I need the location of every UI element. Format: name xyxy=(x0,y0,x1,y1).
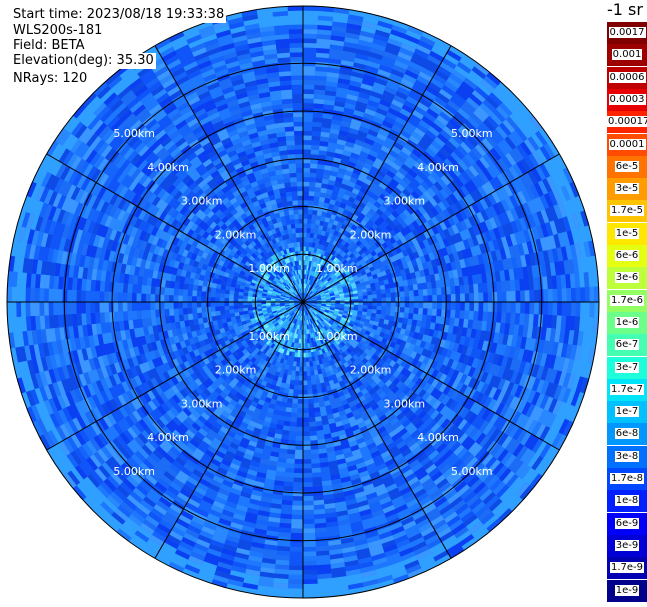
colorbar-label: 3e-7 xyxy=(614,361,640,373)
range-label: 1.00km xyxy=(316,262,358,275)
range-labels: 1.00km 1.00km 1.00km 1.00km 2.00km 2.00km 2.00… xyxy=(113,127,492,478)
range-label: 4.00km xyxy=(417,431,459,444)
colorbar-label: 1.7e-8 xyxy=(609,473,645,484)
range-label: 2.00km xyxy=(215,364,257,377)
colorbar-cell: 0.00017 xyxy=(607,111,647,134)
range-label: 1.00km xyxy=(316,330,358,343)
colorbar-cell: 0.0003 xyxy=(607,88,647,111)
colorbar-label: 0.0006 xyxy=(608,71,646,83)
colorbar-cell: 6e-9 xyxy=(607,512,647,535)
range-label: 5.00km xyxy=(451,465,493,478)
colorbar-label: 0.0001 xyxy=(608,138,646,150)
azimuth-spoke xyxy=(154,301,304,559)
colorbar-label: 1e-9 xyxy=(614,584,640,596)
colorbar-units-title: -1 sr xyxy=(607,0,643,19)
colorbar-label: 1.7e-5 xyxy=(609,205,645,217)
colorbar-label: 1e-8 xyxy=(614,495,640,507)
nrays-label: NRays: 120 xyxy=(11,71,90,87)
field-label: Field: BETA xyxy=(11,38,87,54)
range-label: 5.00km xyxy=(113,127,155,140)
colorbar-cell: 0.001 xyxy=(607,44,647,67)
colorbar-label: 1e-7 xyxy=(614,406,640,418)
range-label: 4.00km xyxy=(147,431,189,444)
colorbar-label: 1.7e-7 xyxy=(609,383,645,395)
colorbar-label: 3e-8 xyxy=(614,450,640,462)
colorbar-cell: 0.0006 xyxy=(607,66,647,89)
colorbar-cell: 1e-6 xyxy=(607,311,647,334)
colorbar-label: 1e-5 xyxy=(614,227,640,239)
colorbar-cell: 3e-5 xyxy=(607,178,647,201)
colorbar-label: 1.7e-6 xyxy=(609,294,645,306)
colorbar-label: 0.001 xyxy=(611,49,643,61)
colorbar-cell: 6e-5 xyxy=(607,155,647,178)
range-label: 4.00km xyxy=(417,161,459,174)
colorbar-label: 3e-9 xyxy=(614,539,640,551)
elevation-label: Elevation(deg): 35.30 xyxy=(11,53,156,69)
colorbar-label: 6e-8 xyxy=(614,428,640,440)
colorbar-cell: 3e-6 xyxy=(607,267,647,290)
colorbar-cell: 1.7e-8 xyxy=(607,468,647,490)
azimuth-spoke xyxy=(302,153,560,303)
colorbar-cell: 6e-7 xyxy=(607,334,647,357)
colorbar-label: 3e-6 xyxy=(614,272,640,284)
azimuth-spoke xyxy=(302,301,560,451)
colorbar-cell: 1.7e-7 xyxy=(607,378,647,401)
azimuth-spoke xyxy=(46,153,304,303)
azimuth-spokes xyxy=(7,6,599,598)
range-label: 3.00km xyxy=(384,397,426,410)
colorbar-label: 3e-5 xyxy=(614,183,640,195)
azimuth-spoke xyxy=(302,45,452,303)
colorbar-label: 6e-9 xyxy=(614,517,640,529)
range-gate-cells xyxy=(8,7,590,588)
range-label: 4.00km xyxy=(147,161,189,174)
colorbar-cell: 1.7e-9 xyxy=(607,557,647,580)
range-label: 3.00km xyxy=(181,195,223,208)
colorbar-cell: 1e-7 xyxy=(607,401,647,424)
range-label: 5.00km xyxy=(451,127,493,140)
colorbar-label: 1.7e-9 xyxy=(609,562,645,574)
colorbar-label: 6e-5 xyxy=(614,160,640,172)
colorbar-cell: 3e-9 xyxy=(607,534,647,557)
colorbar-cell: 1.7e-5 xyxy=(607,200,647,223)
colorbar-label: 6e-7 xyxy=(614,339,640,351)
range-gate-cells xyxy=(15,14,589,583)
colorbar-cell: 6e-8 xyxy=(607,423,647,446)
azimuth-spoke xyxy=(302,301,452,559)
colorbar-cell: 0.0001 xyxy=(607,133,647,156)
colorbar-cell: 1.7e-6 xyxy=(607,289,647,312)
colorbar-label: 1e-6 xyxy=(614,316,640,328)
range-label: 1.00km xyxy=(248,262,290,275)
range-gate-cells xyxy=(21,11,596,584)
start-time-label: Start time: 2023/08/18 19:33:38 xyxy=(11,7,227,23)
range-label: 2.00km xyxy=(350,364,392,377)
range-label: 1.00km xyxy=(248,330,290,343)
azimuth-spoke xyxy=(46,301,304,451)
colorbar-label: 0.0017 xyxy=(608,27,646,38)
colorbar-cell: 3e-7 xyxy=(607,356,647,379)
colorbar-label: 0.0003 xyxy=(608,93,646,105)
range-label: 5.00km xyxy=(113,465,155,478)
range-gate-cells xyxy=(16,6,586,590)
colorbar-cell: 1e-8 xyxy=(607,490,647,513)
azimuth-spoke xyxy=(154,45,304,303)
range-label: 2.00km xyxy=(215,229,257,242)
range-gate-cells xyxy=(18,20,599,589)
colorbar-cell: 0.0017 xyxy=(607,22,647,44)
instrument-label: WLS200s-181 xyxy=(11,23,105,39)
range-label: 3.00km xyxy=(384,195,426,208)
range-label: 3.00km xyxy=(181,397,223,410)
colorbar-label: 6e-6 xyxy=(614,250,640,261)
colorbar-cell: 1e-9 xyxy=(607,579,647,602)
colorbar-cell: 6e-6 xyxy=(607,245,647,267)
colorbar-cell: 1e-5 xyxy=(607,222,647,245)
colorbar-cell: 3e-8 xyxy=(607,445,647,468)
colorbar-label: 0.00017 xyxy=(607,116,647,128)
range-label: 2.00km xyxy=(350,229,392,242)
